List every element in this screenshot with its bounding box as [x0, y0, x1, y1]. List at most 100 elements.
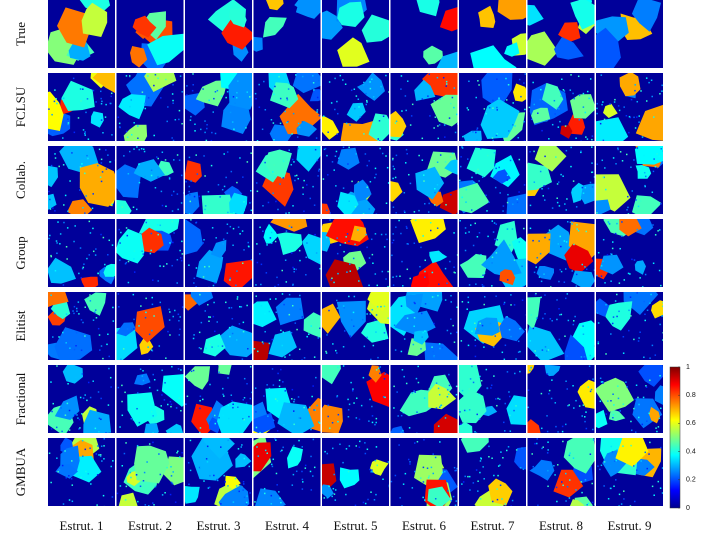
map-noise — [316, 137, 318, 139]
map-noise — [561, 79, 563, 81]
map-noise — [628, 273, 630, 275]
map-noise — [239, 233, 241, 235]
map-noise — [264, 488, 266, 490]
map-noise — [580, 151, 582, 153]
map-noise — [537, 505, 539, 507]
map-noise — [169, 311, 171, 313]
map-noise — [471, 366, 473, 368]
map-noise — [563, 89, 565, 91]
map-noise — [243, 201, 245, 203]
abundance-map — [459, 426, 534, 515]
map-noise — [355, 206, 357, 208]
map-noise — [657, 230, 659, 232]
map-noise — [662, 306, 664, 308]
map-noise — [550, 370, 552, 372]
map-noise — [387, 167, 389, 169]
map-noise — [153, 504, 155, 506]
map-noise — [148, 97, 150, 99]
map-noise — [172, 316, 174, 318]
map-noise — [62, 98, 64, 100]
map-noise — [509, 329, 511, 331]
map-noise — [388, 91, 390, 93]
map-noise — [531, 119, 533, 121]
map-noise — [383, 116, 385, 118]
map-noise — [370, 491, 372, 493]
map-noise — [352, 388, 354, 390]
map-noise — [601, 381, 603, 383]
map-noise — [69, 410, 71, 412]
map-noise — [356, 445, 358, 447]
map-noise — [176, 282, 178, 284]
map-noise — [636, 292, 638, 294]
map-noise — [492, 501, 494, 503]
map-noise — [462, 390, 464, 392]
map-noise — [261, 264, 263, 266]
map-noise — [340, 75, 342, 77]
map-noise — [354, 244, 356, 246]
map-noise — [74, 414, 76, 416]
map-noise — [662, 302, 664, 304]
map-noise — [51, 114, 53, 116]
map-noise — [149, 387, 151, 389]
map-noise — [126, 262, 128, 264]
map-noise — [356, 417, 358, 419]
map-noise — [461, 340, 463, 342]
map-noise — [172, 221, 174, 223]
map-noise — [496, 488, 498, 490]
map-noise — [59, 243, 61, 245]
map-noise — [153, 135, 155, 137]
map-noise — [137, 445, 139, 447]
map-noise — [100, 454, 102, 456]
map-noise — [246, 141, 248, 143]
map-noise — [211, 165, 213, 167]
map-noise — [327, 131, 329, 133]
map-noise — [581, 415, 583, 417]
map-noise — [486, 369, 488, 371]
map-noise — [433, 473, 435, 475]
map-noise — [485, 195, 487, 197]
map-noise — [50, 255, 52, 257]
map-noise — [428, 475, 430, 477]
map-noise — [420, 348, 422, 350]
map-noise — [101, 119, 103, 121]
map-noise — [633, 465, 635, 467]
map-noise — [259, 106, 261, 108]
map-noise — [336, 237, 338, 239]
map-noise — [637, 229, 639, 231]
map-noise — [496, 223, 498, 225]
map-noise — [534, 443, 536, 445]
map-noise — [520, 467, 522, 469]
map-noise — [584, 421, 586, 423]
map-noise — [449, 385, 451, 387]
map-noise — [612, 323, 614, 325]
map-noise — [68, 475, 70, 477]
colorbar-tick-label: 0.2 — [686, 477, 696, 484]
map-noise — [284, 356, 286, 358]
map-noise — [452, 153, 454, 155]
map-noise — [98, 328, 100, 330]
map-noise — [52, 207, 54, 209]
map-noise — [325, 351, 327, 353]
map-noise — [514, 304, 516, 306]
map-noise — [585, 411, 587, 413]
map-noise — [519, 241, 521, 243]
map-noise — [540, 99, 542, 101]
map-noise — [579, 119, 581, 121]
map-noise — [496, 252, 498, 254]
map-noise — [456, 114, 458, 116]
map-noise — [262, 341, 264, 343]
map-noise — [288, 149, 290, 151]
map-noise — [76, 308, 78, 310]
map-noise — [363, 82, 365, 84]
map-noise — [371, 309, 373, 311]
map-noise — [66, 313, 68, 315]
map-noise — [496, 135, 498, 137]
map-noise — [590, 453, 592, 455]
map-noise — [71, 478, 73, 480]
map-noise — [204, 120, 206, 122]
map-noise — [314, 467, 316, 469]
map-noise — [423, 467, 425, 469]
map-noise — [393, 386, 395, 388]
map-noise — [310, 429, 312, 431]
map-noise — [138, 163, 140, 165]
